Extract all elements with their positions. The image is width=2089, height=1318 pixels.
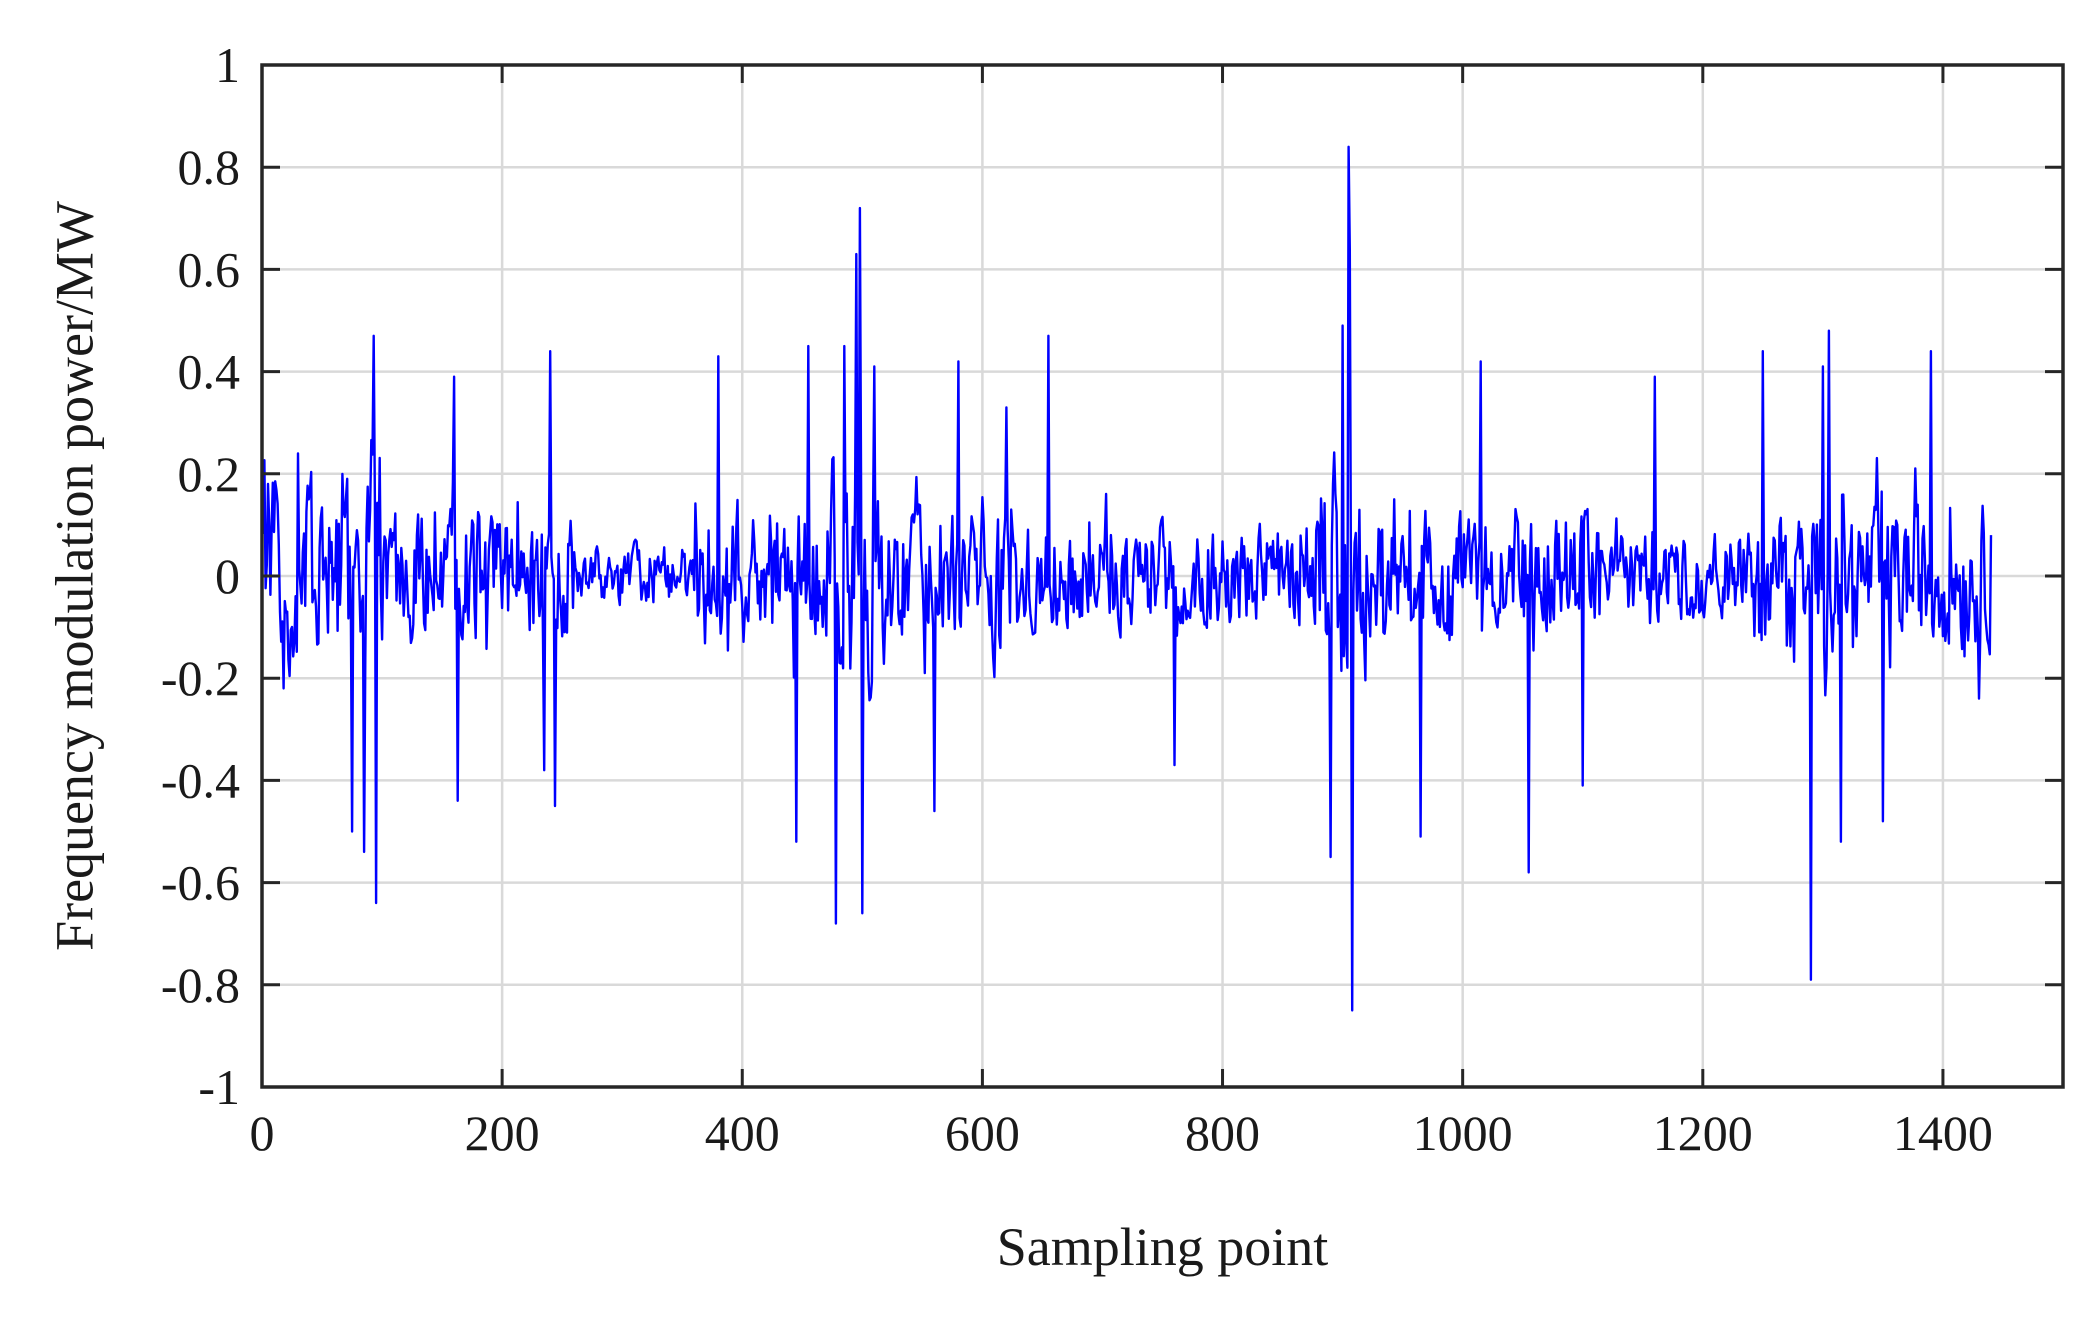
- y-tick-label: 0.6: [178, 241, 241, 297]
- x-axis-title: Sampling point: [997, 1217, 1329, 1277]
- y-tick-label: -0.6: [161, 855, 240, 911]
- x-tick-label: 600: [945, 1105, 1020, 1161]
- y-tick-label: 0.4: [178, 344, 241, 400]
- y-tick-label: 1: [215, 37, 240, 93]
- x-tick-labels: 0 200 400 600 800 1000 1200 1400: [250, 1105, 1993, 1161]
- y-tick-labels: -1 -0.8 -0.6 -0.4 -0.2 0 0.2 0.4 0.6 0.8 1: [161, 37, 240, 1115]
- y-tick-label: -0.8: [161, 957, 240, 1013]
- y-tick-label: 0: [215, 548, 240, 604]
- y-tick-label: -0.4: [161, 752, 240, 808]
- axis-ticks: [260, 63, 2063, 1089]
- x-tick-label: 400: [705, 1105, 780, 1161]
- y-tick-label: -1: [198, 1059, 240, 1115]
- y-axis-title: Frequency modulation power/MW: [44, 201, 104, 951]
- y-tick-label: 0.8: [178, 139, 241, 195]
- series-layer: [262, 145, 1993, 1012]
- x-tick-label: 200: [465, 1105, 540, 1161]
- x-tick-label: 1200: [1653, 1105, 1753, 1161]
- x-tick-label: 800: [1185, 1105, 1260, 1161]
- series-line: [262, 145, 1993, 1012]
- x-tick-label: 1000: [1413, 1105, 1513, 1161]
- y-tick-label: -0.2: [161, 650, 240, 706]
- x-tick-label: 1400: [1893, 1105, 1993, 1161]
- x-tick-label: 0: [250, 1105, 275, 1161]
- y-tick-label: 0.2: [178, 446, 241, 502]
